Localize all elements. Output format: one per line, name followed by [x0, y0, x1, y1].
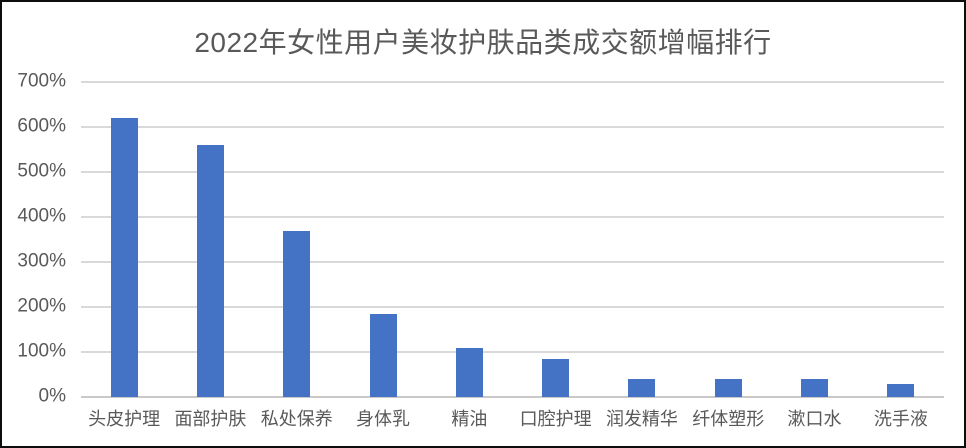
bar	[887, 383, 915, 397]
y-axis-tick-label: 100%	[17, 340, 66, 362]
gridline	[81, 216, 944, 218]
gridline	[81, 171, 944, 173]
x-axis-category-label: 私处保养	[260, 409, 333, 429]
x-axis-category-label: 面部护肤	[174, 409, 247, 429]
gridline	[81, 306, 944, 308]
x-axis-category-label: 精油	[451, 409, 488, 429]
x-axis-category-label: 身体乳	[356, 409, 411, 429]
x-axis-category-label: 漱口水	[787, 409, 842, 429]
x-axis-category-label: 头皮护理	[88, 409, 161, 429]
y-axis-tick-label: 600%	[17, 115, 66, 137]
x-axis-category-label: 润发精华	[605, 409, 678, 429]
plot-area: 0% 100% 200% 300% 400% 500% 600% 700% 头皮护理 面部护肤 私处…	[17, 71, 944, 429]
gridline	[81, 261, 944, 263]
y-axis-tick-label: 400%	[17, 205, 66, 227]
bar	[801, 379, 829, 397]
y-axis-tick-label: 500%	[17, 160, 66, 182]
y-axis-tick-label: 200%	[17, 295, 66, 317]
bar	[628, 379, 656, 397]
bar	[283, 230, 311, 397]
x-axis-category-label: 口腔护理	[519, 409, 592, 429]
x-axis-line	[81, 396, 944, 398]
bar	[455, 347, 483, 397]
gridline	[81, 126, 944, 128]
y-axis-tick-label: 0%	[38, 385, 66, 407]
bar	[542, 358, 570, 397]
y-axis-tick-label: 300%	[17, 250, 66, 272]
bar	[714, 379, 742, 397]
x-axis-category-label: 洗手液	[873, 409, 928, 429]
bar	[369, 313, 397, 397]
gridline	[81, 81, 944, 83]
gridline	[81, 351, 944, 353]
bar	[196, 145, 224, 397]
chart-title: 2022年女性用户美妆护肤品类成交额增幅排行	[194, 27, 772, 58]
y-axis-tick-label: 700%	[17, 70, 66, 92]
bar	[110, 118, 138, 397]
x-axis-category-label: 纤体塑形	[692, 409, 765, 429]
